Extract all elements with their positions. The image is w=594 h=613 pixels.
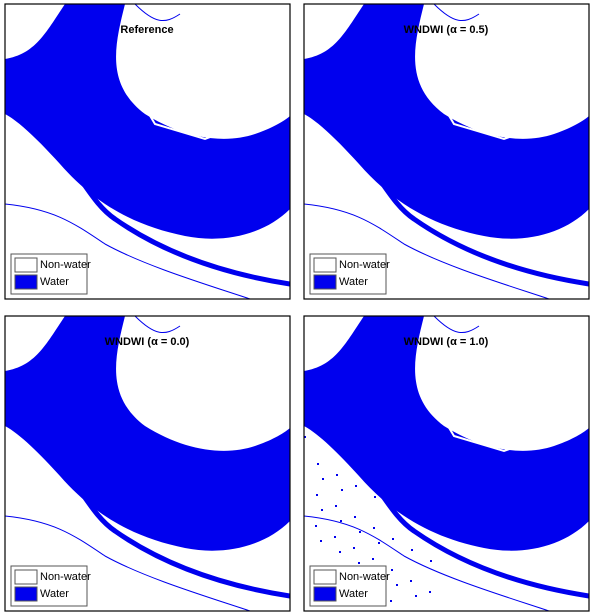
legend: Non-water Water bbox=[310, 254, 390, 294]
panel-title: WNDWI (α = 0.5) bbox=[404, 24, 489, 36]
legend: Non-water Water bbox=[11, 566, 91, 606]
water-speck bbox=[407, 503, 409, 505]
water-speck bbox=[320, 540, 322, 542]
legend-swatch bbox=[314, 570, 336, 584]
water-speck bbox=[392, 538, 394, 540]
water-speck bbox=[317, 463, 319, 465]
water-speck bbox=[393, 507, 395, 509]
panel-title: WNDWI (α = 0.0) bbox=[105, 336, 190, 348]
water-speck bbox=[375, 465, 377, 467]
water-speck bbox=[356, 454, 358, 456]
legend-swatch bbox=[314, 275, 336, 289]
legend-label: Non-water bbox=[339, 571, 390, 583]
water-speck bbox=[412, 518, 414, 520]
legend-label: Water bbox=[339, 276, 368, 288]
legend-swatch bbox=[15, 258, 37, 272]
water-speck bbox=[414, 456, 416, 458]
water-speck bbox=[427, 483, 429, 485]
water-speck bbox=[337, 443, 339, 445]
water-speck bbox=[433, 467, 435, 469]
map-panel: WNDWI (α = 0.5) Non-water Water bbox=[304, 4, 589, 299]
legend: Non-water Water bbox=[11, 254, 91, 294]
legend-label: Water bbox=[339, 588, 368, 600]
water-speck bbox=[430, 560, 432, 562]
water-speck bbox=[339, 551, 341, 553]
water-speck bbox=[394, 476, 396, 478]
water-speck bbox=[431, 529, 433, 531]
legend-label: Non-water bbox=[339, 259, 390, 271]
water-speck bbox=[413, 487, 415, 489]
map-panel: WNDWI (α = 0.0) Non-water Water bbox=[5, 316, 290, 611]
water-speck bbox=[321, 509, 323, 511]
water-speck bbox=[395, 445, 397, 447]
water-speck bbox=[341, 489, 343, 491]
water-speck bbox=[390, 600, 392, 602]
panel-title: WNDWI (α = 1.0) bbox=[404, 336, 489, 348]
water-speck bbox=[411, 549, 413, 551]
figure: Reference Non-water Water WNDWI (α = 0.5) No… bbox=[0, 0, 594, 613]
water-speck bbox=[415, 595, 417, 597]
water-speck bbox=[340, 520, 342, 522]
water-speck bbox=[373, 527, 375, 529]
water-speck bbox=[391, 569, 393, 571]
legend-label: Water bbox=[40, 588, 69, 600]
water-speck bbox=[335, 505, 337, 507]
legend-swatch bbox=[15, 570, 37, 584]
water-speck bbox=[432, 498, 434, 500]
water-speck bbox=[354, 516, 356, 518]
water-speck bbox=[378, 542, 380, 544]
water-speck bbox=[353, 547, 355, 549]
legend-swatch bbox=[314, 258, 336, 272]
water-speck bbox=[428, 452, 430, 454]
water-speck bbox=[389, 461, 391, 463]
water-speck bbox=[334, 536, 336, 538]
water-speck bbox=[409, 441, 411, 443]
water-speck bbox=[315, 525, 317, 527]
water-speck bbox=[429, 591, 431, 593]
panel-title: Reference bbox=[120, 24, 173, 36]
water-speck bbox=[355, 485, 357, 487]
water-speck bbox=[426, 514, 428, 516]
legend-swatch bbox=[15, 275, 37, 289]
water-speck bbox=[410, 580, 412, 582]
water-speck bbox=[322, 478, 324, 480]
water-speck bbox=[372, 558, 374, 560]
map-panel: WNDWI (α = 1.0) Non-water Water bbox=[304, 316, 589, 611]
water-speck bbox=[358, 562, 360, 564]
water-speck bbox=[408, 472, 410, 474]
map-panel: Reference Non-water Water bbox=[5, 4, 290, 299]
water-speck bbox=[396, 584, 398, 586]
water-speck bbox=[374, 496, 376, 498]
legend-label: Non-water bbox=[40, 259, 91, 271]
water-speck bbox=[359, 531, 361, 533]
legend-label: Non-water bbox=[40, 571, 91, 583]
legend: Non-water Water bbox=[310, 566, 390, 606]
water-speck bbox=[370, 450, 372, 452]
legend-label: Water bbox=[40, 276, 69, 288]
legend-swatch bbox=[15, 587, 37, 601]
legend-swatch bbox=[314, 587, 336, 601]
water-speck bbox=[336, 474, 338, 476]
water-speck bbox=[316, 494, 318, 496]
